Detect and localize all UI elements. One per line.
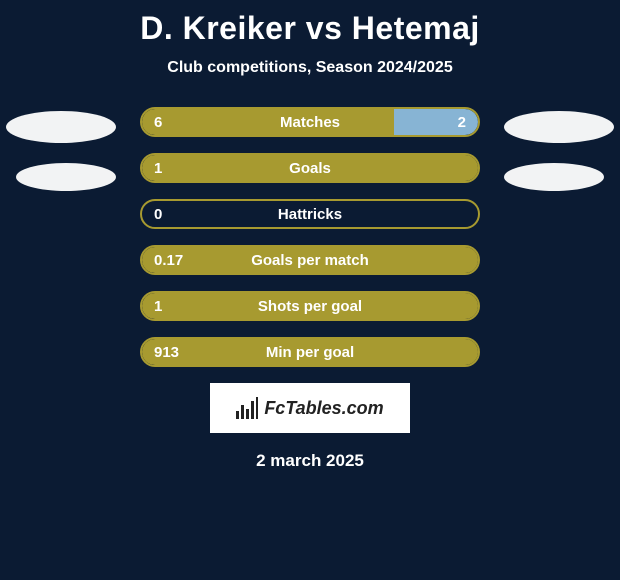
player-left-marker-2	[16, 163, 116, 191]
player-left-marker-1	[6, 111, 116, 143]
subtitle: Club competitions, Season 2024/2025	[0, 59, 620, 77]
bar-label: Goals per match	[142, 247, 478, 273]
comparison-card: D. Kreiker vs Hetemaj Club competitions,…	[0, 0, 620, 580]
bar-label: Matches	[142, 109, 478, 135]
stat-row: 0.17Goals per match	[140, 245, 480, 275]
stat-row: 913Min per goal	[140, 337, 480, 367]
date-text: 2 march 2025	[0, 451, 620, 471]
bar-label: Hattricks	[142, 201, 478, 227]
logo-text: FcTables.com	[264, 398, 383, 419]
bar-label: Min per goal	[142, 339, 478, 365]
bar-label: Goals	[142, 155, 478, 181]
logo-box: FcTables.com	[210, 383, 410, 433]
stat-row: 6Matches2	[140, 107, 480, 137]
stat-row: 1Goals	[140, 153, 480, 183]
bars-container: 6Matches2 1Goals 0Hattricks 0.17Goals per m…	[140, 107, 480, 367]
stat-row: 1Shots per goal	[140, 291, 480, 321]
bar-value-right: 2	[458, 109, 466, 135]
page-title: D. Kreiker vs Hetemaj	[0, 10, 620, 47]
stat-row: 0Hattricks	[140, 199, 480, 229]
player-right-marker-2	[504, 163, 604, 191]
player-right-marker-1	[504, 111, 614, 143]
chart-icon	[236, 397, 258, 419]
bar-label: Shots per goal	[142, 293, 478, 319]
chart-area: 6Matches2 1Goals 0Hattricks 0.17Goals per m…	[0, 107, 620, 367]
